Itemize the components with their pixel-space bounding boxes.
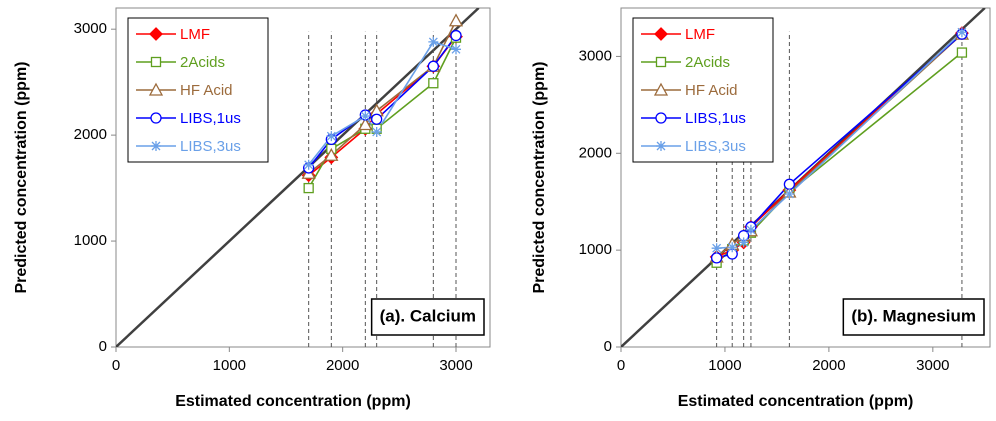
marker [326, 131, 337, 142]
marker [148, 82, 164, 96]
legend-label: LIBS,1us [180, 110, 241, 127]
y-tick-label: 3000 [579, 47, 612, 64]
legend-label: HF Acid [685, 82, 738, 99]
x-tick-label: 2000 [812, 357, 845, 374]
marker [727, 242, 738, 253]
marker [324, 147, 339, 161]
y-tick-label: 2000 [579, 144, 612, 161]
marker [711, 243, 722, 254]
legend-label: LIBS,1us [685, 110, 746, 127]
marker [149, 27, 163, 41]
y-axis-title: Predicted concentration (ppm) [531, 61, 548, 293]
x-tick-label: 3000 [439, 357, 472, 374]
plot-area [621, 8, 986, 347]
legend-label: LMF [180, 26, 210, 43]
marker [428, 36, 439, 47]
y-tick-label: 3000 [74, 20, 107, 37]
marker [654, 27, 668, 41]
y-tick-label: 0 [99, 338, 107, 355]
x-axis-title: Estimated concentration (ppm) [175, 393, 411, 410]
marker [358, 117, 373, 131]
marker [428, 78, 439, 89]
marker [451, 44, 461, 55]
annotation: (a). Calcium [380, 306, 476, 325]
marker [656, 141, 666, 151]
x-tick-label: 3000 [916, 357, 949, 374]
legend-label: 2Acids [685, 54, 730, 71]
y-tick-label: 1000 [579, 241, 612, 258]
x-tick-label: 0 [112, 357, 120, 374]
legend-label: 2Acids [180, 54, 225, 71]
x-axis-title: Estimated concentration (ppm) [678, 393, 914, 410]
legend-label: HF Acid [180, 82, 233, 99]
marker [956, 47, 968, 58]
marker [427, 60, 439, 72]
marker [150, 112, 162, 124]
annotation: (b). Magnesium [851, 306, 976, 325]
marker [784, 188, 795, 199]
marker [653, 82, 669, 96]
y-tick-label: 2000 [74, 126, 107, 143]
legend-label: LIBS,3us [685, 138, 746, 155]
y-tick-label: 0 [604, 338, 612, 355]
plot-area [116, 8, 480, 347]
marker [303, 182, 314, 194]
marker [150, 56, 162, 68]
marker [956, 27, 967, 38]
marker [655, 56, 667, 68]
annotation-box [842, 298, 985, 336]
legend-label: LMF [685, 26, 715, 43]
x-tick-label: 1000 [708, 357, 741, 374]
annotation-box [370, 298, 485, 336]
y-tick-label: 1000 [74, 232, 107, 249]
x-tick-label: 1000 [213, 357, 246, 374]
marker [371, 126, 382, 137]
marker [151, 141, 161, 151]
y-axis-title: Predicted concentration (ppm) [13, 61, 30, 293]
marker [360, 111, 371, 122]
marker [783, 178, 796, 190]
marker [710, 252, 723, 264]
marker [303, 159, 314, 170]
marker [371, 113, 383, 125]
marker [745, 224, 756, 235]
marker [655, 112, 667, 124]
x-tick-label: 0 [617, 357, 625, 374]
marker [448, 13, 464, 27]
marker [738, 237, 749, 248]
marker [450, 29, 462, 42]
legend-label: LIBS,3us [180, 138, 241, 155]
x-tick-label: 2000 [326, 357, 359, 374]
